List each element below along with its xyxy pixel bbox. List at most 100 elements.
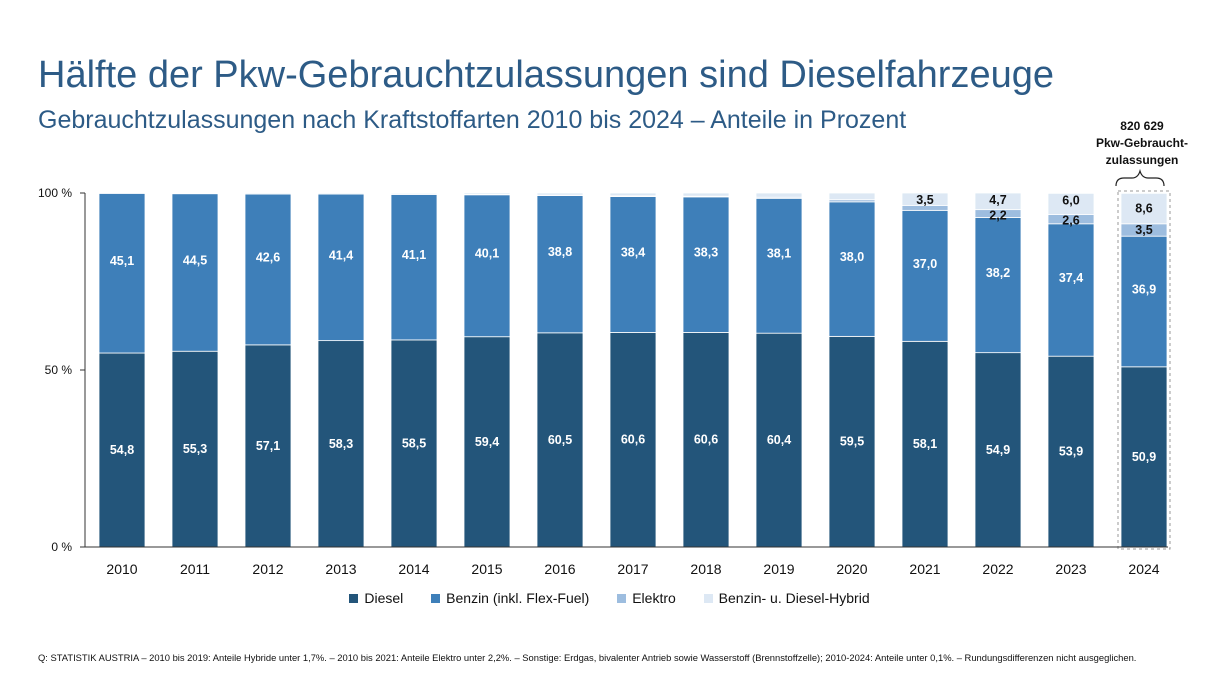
label-benzin-2024: 36,9 [1132,283,1156,297]
y-tick-label-0: 0 % [51,540,72,554]
x-tick-2015: 2015 [471,561,502,577]
x-tick-2011: 2011 [180,561,210,577]
bar-hybrid-2012 [244,192,292,195]
label-benzin-2018: 38,3 [694,246,718,260]
x-tick-2019: 2019 [763,561,794,577]
bar-hybrid-2020 [828,192,876,201]
label-diesel-2019: 60,4 [767,433,791,447]
callout-brace [1115,168,1165,187]
axes-layer: 2010 2011 2012 2013 2014 2015 2016 2017 2018 2019… [38,186,1171,577]
callout-total-2024: 820 629 Pkw-Gebraucht- zulassungen [1084,118,1200,169]
y-tick-label-100: 100 % [38,186,72,200]
x-tick-2010: 2010 [106,561,137,577]
data-labels-layer: 54,8 45,1 55,3 44,5 57,1 42,6 58,3 41,4 58,5 41,1… [110,193,1156,464]
label-diesel-2018: 60,6 [694,433,718,447]
legend-swatch-hybrid [703,594,713,603]
bar-benzin-2014 [390,194,438,341]
label-benzin-2022: 38,2 [986,266,1010,280]
callout-label-line2: zulassungen [1105,153,1179,167]
label-elektro-2023: 2,6 [1062,214,1079,228]
label-hybrid-2023: 6,0 [1062,193,1079,207]
label-diesel-2017: 60,6 [621,433,645,447]
legend-item-benzin: Benzin (inkl. Flex-Fuel) [431,590,589,606]
bar-benzin-2011 [171,193,219,352]
bar-hybrid-2013 [317,192,365,195]
label-benzin-2017: 38,4 [621,246,645,260]
bar-benzin-2020 [828,201,876,337]
label-diesel-2012: 57,1 [256,439,280,453]
label-benzin-2012: 42,6 [256,250,280,264]
bar-hybrid-2014 [390,192,438,195]
legend-label-hybrid: Benzin- u. Diesel-Hybrid [718,590,870,606]
label-benzin-2023: 37,4 [1059,271,1083,285]
label-diesel-2022: 54,9 [986,443,1010,457]
bar-diesel-2018 [682,332,730,548]
legend-item-diesel: Diesel [349,590,403,606]
x-tick-2024: 2024 [1128,561,1159,577]
label-benzin-2014: 41,1 [402,248,426,262]
bar-hybrid-2019 [755,192,803,198]
label-diesel-2011: 55,3 [183,442,207,456]
bar-hybrid-2021 [901,192,949,206]
x-tick-2018: 2018 [690,561,721,577]
label-elektro-2024: 3,5 [1135,223,1152,237]
label-benzin-2015: 40,1 [475,247,499,261]
x-tick-2012: 2012 [252,561,283,577]
x-tick-2022: 2022 [982,561,1013,577]
bar-diesel-2013 [317,340,365,548]
bar-hybrid-2023 [1047,192,1095,215]
label-benzin-2011: 44,5 [183,253,207,267]
bar-diesel-2015 [463,336,511,548]
bar-hybrid-2011 [171,192,219,195]
x-tick-2021: 2021 [909,561,940,577]
bars-layer [98,192,1168,548]
label-diesel-2015: 59,4 [475,435,499,449]
label-benzin-2020: 38,0 [840,250,864,264]
page-title: Hälfte der Pkw-Gebrauchtzulassungen sind… [38,54,1054,96]
bar-benzin-2012 [244,193,292,346]
bar-hybrid-2015 [463,192,511,195]
label-benzin-2021: 37,0 [913,257,937,271]
x-tick-2013: 2013 [325,561,356,577]
x-tick-2014: 2014 [398,561,429,577]
label-benzin-2010: 45,1 [110,254,134,268]
callout-label-line1: Pkw-Gebraucht- [1095,136,1188,150]
bar-benzin-2023 [1047,223,1095,357]
bar-benzin-2024 [1120,235,1168,368]
label-elektro-2022: 2,2 [989,209,1006,223]
bar-diesel-2014 [390,339,438,548]
legend-label-diesel: Diesel [364,590,404,606]
label-diesel-2010: 54,8 [110,443,134,457]
label-diesel-2016: 60,5 [548,433,572,447]
legend-label-benzin: Benzin (inkl. Flex-Fuel) [446,590,590,606]
bar-hybrid-2018 [682,192,730,197]
bar-hybrid-2024 [1120,192,1168,225]
bar-hybrid-2022 [974,192,1022,211]
bar-benzin-2021 [901,209,949,342]
highlight-frame-2024 [1117,190,1171,550]
bar-diesel-2021 [901,340,949,548]
x-tick-2023: 2023 [1055,561,1086,577]
legend: Diesel Benzin (inkl. Flex-Fuel) Elektro … [0,590,1219,606]
bar-benzin-2017 [609,196,657,333]
legend-swatch-elektro [617,594,627,603]
bar-benzin-2019 [755,197,803,334]
label-hybrid-2022: 4,7 [989,193,1006,207]
legend-swatch-diesel [349,594,359,603]
label-benzin-2016: 38,8 [548,245,572,259]
label-hybrid-2021: 3,5 [916,193,933,207]
bar-benzin-2022 [974,217,1022,354]
bar-benzin-2015 [463,194,511,338]
legend-label-elektro: Elektro [632,590,676,606]
source-footnote: Q: STATISTIK AUSTRIA – 2010 bis 2019: An… [38,652,1137,663]
label-diesel-2020: 59,5 [840,435,864,449]
label-diesel-2014: 58,5 [402,436,426,450]
legend-swatch-benzin [431,594,441,603]
bar-diesel-2019 [755,332,803,548]
label-benzin-2013: 41,4 [329,248,353,262]
page-subtitle: Gebrauchtzulassungen nach Kraftstoffarte… [38,106,907,134]
bar-diesel-2011 [171,350,219,548]
label-benzin-2019: 38,1 [767,247,791,261]
bar-benzin-2016 [536,195,584,334]
